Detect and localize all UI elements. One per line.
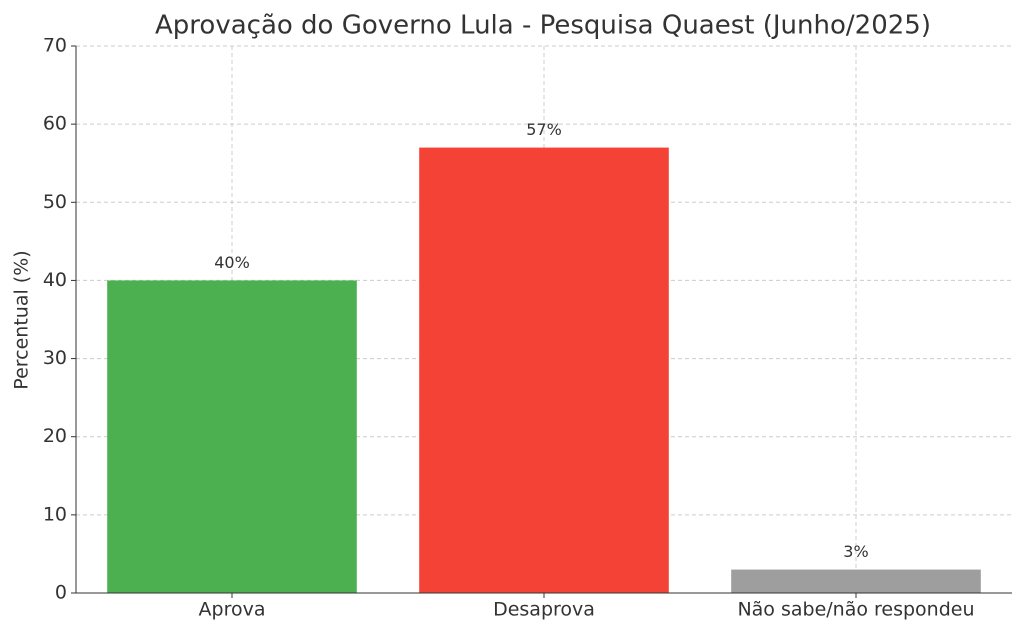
bar xyxy=(107,280,357,593)
bar xyxy=(419,147,669,594)
y-tick-label: 40 xyxy=(43,269,67,291)
data-label: 40% xyxy=(214,253,250,272)
y-axis-label: Percentual (%) xyxy=(11,250,33,389)
bar xyxy=(731,569,981,593)
y-tick-label: 20 xyxy=(43,425,67,447)
x-tick-label: Desaprova xyxy=(493,599,595,621)
data-label: 57% xyxy=(526,120,562,139)
y-tick-label: 30 xyxy=(43,347,67,369)
y-tick-label: 70 xyxy=(43,35,67,57)
y-tick-label: 50 xyxy=(43,191,67,213)
x-tick-label: Aprova xyxy=(199,599,266,621)
y-tick-label: 10 xyxy=(43,503,67,525)
y-tick-label: 0 xyxy=(55,582,67,604)
y-tick-label: 60 xyxy=(43,113,67,135)
x-tick-label: Não sabe/não respondeu xyxy=(737,599,974,621)
chart-title: Aprovação do Governo Lula - Pesquisa Qua… xyxy=(155,11,931,41)
data-label: 3% xyxy=(843,542,868,561)
